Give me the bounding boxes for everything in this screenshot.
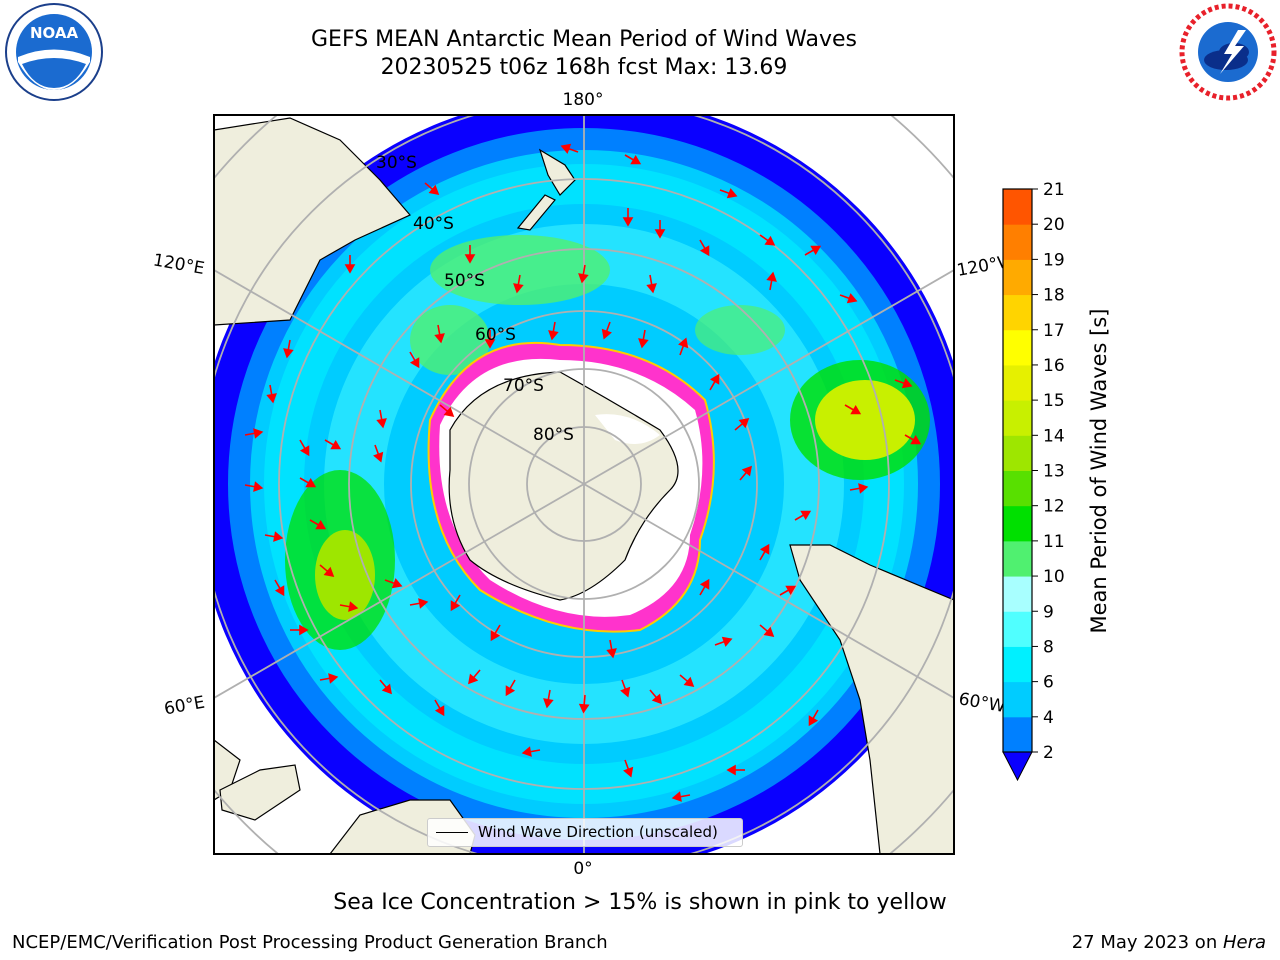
colorbar-segment: [1003, 576, 1032, 612]
lat-label-60s: 60°S: [475, 325, 516, 345]
footer-credit: NCEP/EMC/Verification Post Processing Pr…: [12, 932, 608, 953]
legend-label: Wind Wave Direction (unscaled): [478, 823, 718, 841]
colorbar-label: Mean Period of Wind Waves [s]: [1087, 309, 1111, 634]
colorbar-tick-label: 10: [1043, 567, 1065, 587]
colorbar-segment: [1003, 294, 1032, 331]
colorbar-tick-label: 17: [1043, 321, 1065, 341]
chart-subtitle: 20230525 t06z 168h fcst Max: 13.69: [380, 55, 788, 80]
colorbar-segment: [1003, 470, 1032, 507]
lon-label-0: 0°: [573, 859, 592, 879]
colorbar-segment: [1003, 329, 1032, 366]
map-legend: Wind Wave Direction (unscaled): [427, 818, 743, 847]
colorbar-segment: [1003, 681, 1032, 718]
colorbar-tick-label: 2: [1043, 743, 1054, 763]
noaa-logo-text: NOAA: [30, 24, 79, 42]
lat-label-70s: 70°S: [503, 376, 544, 396]
colorbar-tick-label: 6: [1043, 673, 1054, 693]
lat-label-40s: 40°S: [413, 214, 454, 234]
colorbar-segment: [1003, 505, 1032, 542]
noaa-logo: NOAA: [5, 3, 103, 101]
colorbar-tick-label: 8: [1043, 637, 1054, 657]
lon-label-120e: 120°E: [152, 250, 206, 279]
lat-label-80s: 80°S: [533, 425, 574, 445]
colorbar-tick-label: 16: [1043, 356, 1065, 376]
colorbar-tick-label: 11: [1043, 532, 1065, 552]
colorbar-tick-label: 4: [1043, 708, 1054, 728]
lat-label-30s: 30°S: [376, 153, 417, 173]
colorbar-tick-label: 21: [1043, 180, 1065, 200]
lon-label-180: 180°: [563, 90, 604, 110]
colorbar-extend-triangle: [1002, 751, 1033, 782]
colorbar-tick-label: 18: [1043, 286, 1065, 306]
legend-line-swatch: [436, 832, 468, 833]
footer-host: Hera: [1222, 932, 1266, 953]
colorbar-tick-label: 19: [1043, 250, 1065, 270]
colorbar-segment: [1003, 611, 1032, 647]
colorbar-segment: [1003, 400, 1032, 436]
colorbar-segment: [1003, 646, 1032, 683]
colorbar: 2 4 6 8 9 10 11 12 13 14 15 16 17 18 19 20 21: [1002, 180, 1065, 782]
sea-ice-caption: Sea Ice Concentration > 15% is shown in …: [333, 890, 947, 915]
nws-logo: [1179, 3, 1277, 101]
colorbar-segment: [1003, 189, 1032, 225]
colorbar-tick-label: 15: [1043, 391, 1065, 411]
colorbar-segment: [1003, 540, 1032, 577]
lon-label-60w: 60°W: [957, 689, 1007, 717]
colorbar-tick-label: 14: [1043, 426, 1065, 446]
colorbar-tick-label: 13: [1043, 462, 1065, 482]
colorbar-segment: [1003, 435, 1032, 471]
colorbar-segment: [1003, 259, 1032, 296]
footer-date: 27 May 2023 on Hera: [1072, 932, 1266, 953]
colorbar-tick-label: 9: [1043, 602, 1054, 622]
lat-label-50s: 50°S: [444, 271, 485, 291]
colorbar-tick-label: 12: [1043, 497, 1065, 517]
chart-title: GEFS MEAN Antarctic Mean Period of Wind …: [311, 27, 857, 52]
colorbar-tick-label: 20: [1043, 215, 1065, 235]
lon-label-60e: 60°E: [163, 693, 207, 720]
colorbar-segment: [1003, 224, 1032, 260]
footer-date-text: 27 May 2023 on: [1071, 932, 1223, 953]
colorbar-segment: [1003, 716, 1032, 753]
colorbar-segment: [1003, 364, 1032, 401]
